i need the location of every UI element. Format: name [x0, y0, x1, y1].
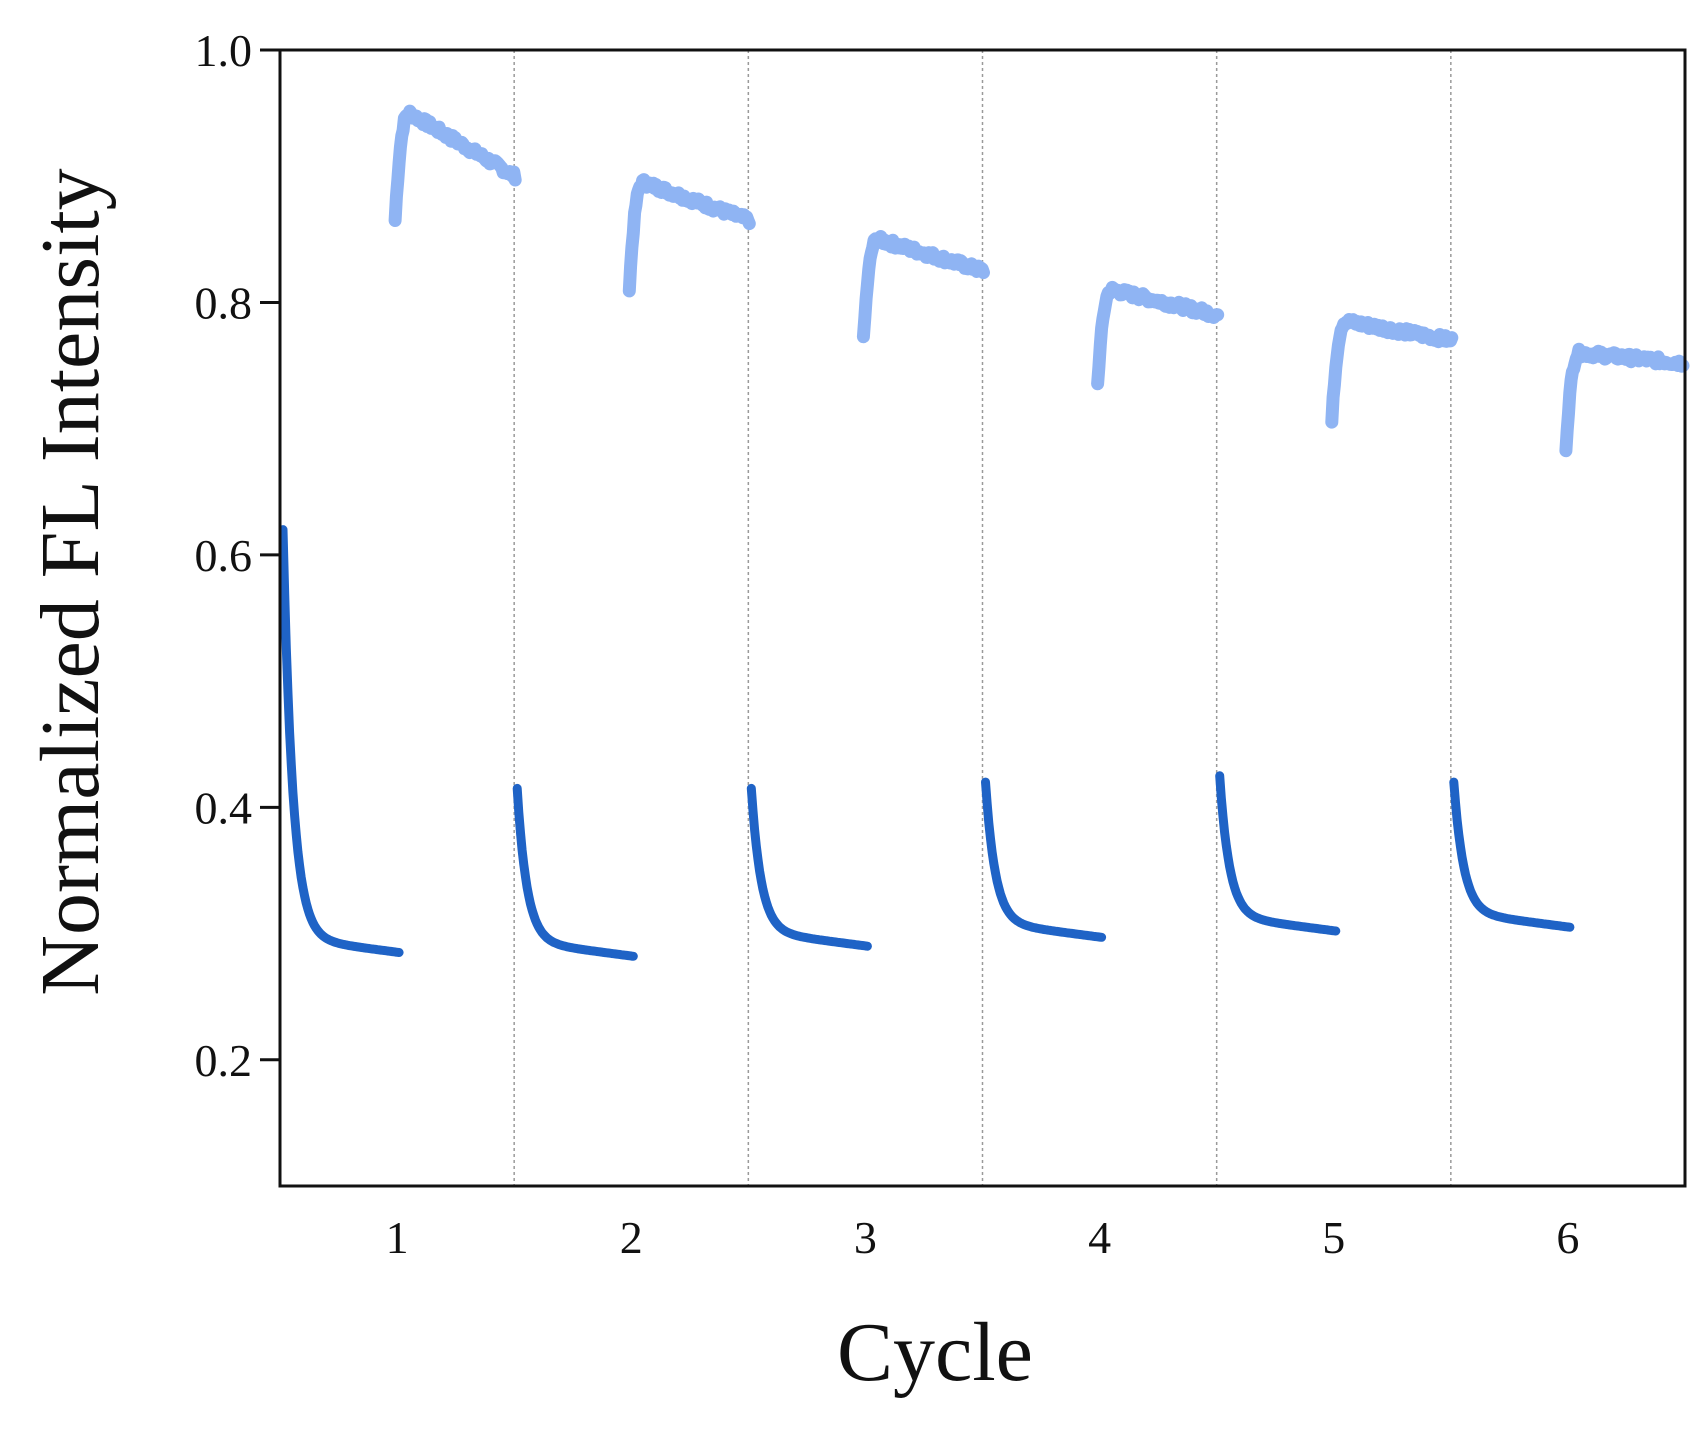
dark-series-segment	[1449, 777, 1575, 932]
y-tick-label: 0.8	[195, 277, 253, 328]
y-tick-label: 0.4	[195, 782, 253, 833]
light-series-segment	[1091, 280, 1225, 391]
dark-series-segment	[278, 525, 404, 957]
dark-series-segment	[981, 777, 1107, 942]
series-dark	[278, 525, 1575, 961]
x-tick-label: 4	[1088, 1212, 1111, 1263]
series-light	[388, 104, 1690, 458]
light-series-segment	[856, 230, 990, 344]
x-tick-label: 2	[620, 1212, 643, 1263]
y-tick-label: 1.0	[195, 25, 253, 76]
x-axis-title: Cycle	[837, 1306, 1033, 1399]
x-tick-label: 3	[854, 1212, 877, 1263]
y-tick-label: 0.2	[195, 1035, 253, 1086]
x-axis: 1 2 3 4 5 6	[386, 1212, 1580, 1263]
cycle-separators	[513, 50, 1452, 1186]
light-series-segment	[1559, 342, 1690, 458]
dark-series-segment	[1215, 771, 1341, 936]
x-tick-label: 5	[1322, 1212, 1345, 1263]
dark-series-segment	[512, 783, 638, 961]
light-series-segment	[622, 173, 756, 298]
y-axis: 0.2 0.4 0.6 0.8 1.0	[195, 25, 280, 1086]
light-series-segment	[1325, 313, 1459, 429]
x-tick-label: 1	[386, 1212, 409, 1263]
x-tick-label: 6	[1556, 1212, 1579, 1263]
y-tick-label: 0.6	[195, 530, 253, 581]
y-axis-title: Normalized FL Intensity	[24, 168, 117, 995]
plot-frame	[278, 48, 1687, 1188]
light-series-segment	[388, 104, 522, 227]
dark-series-segment	[746, 783, 872, 951]
